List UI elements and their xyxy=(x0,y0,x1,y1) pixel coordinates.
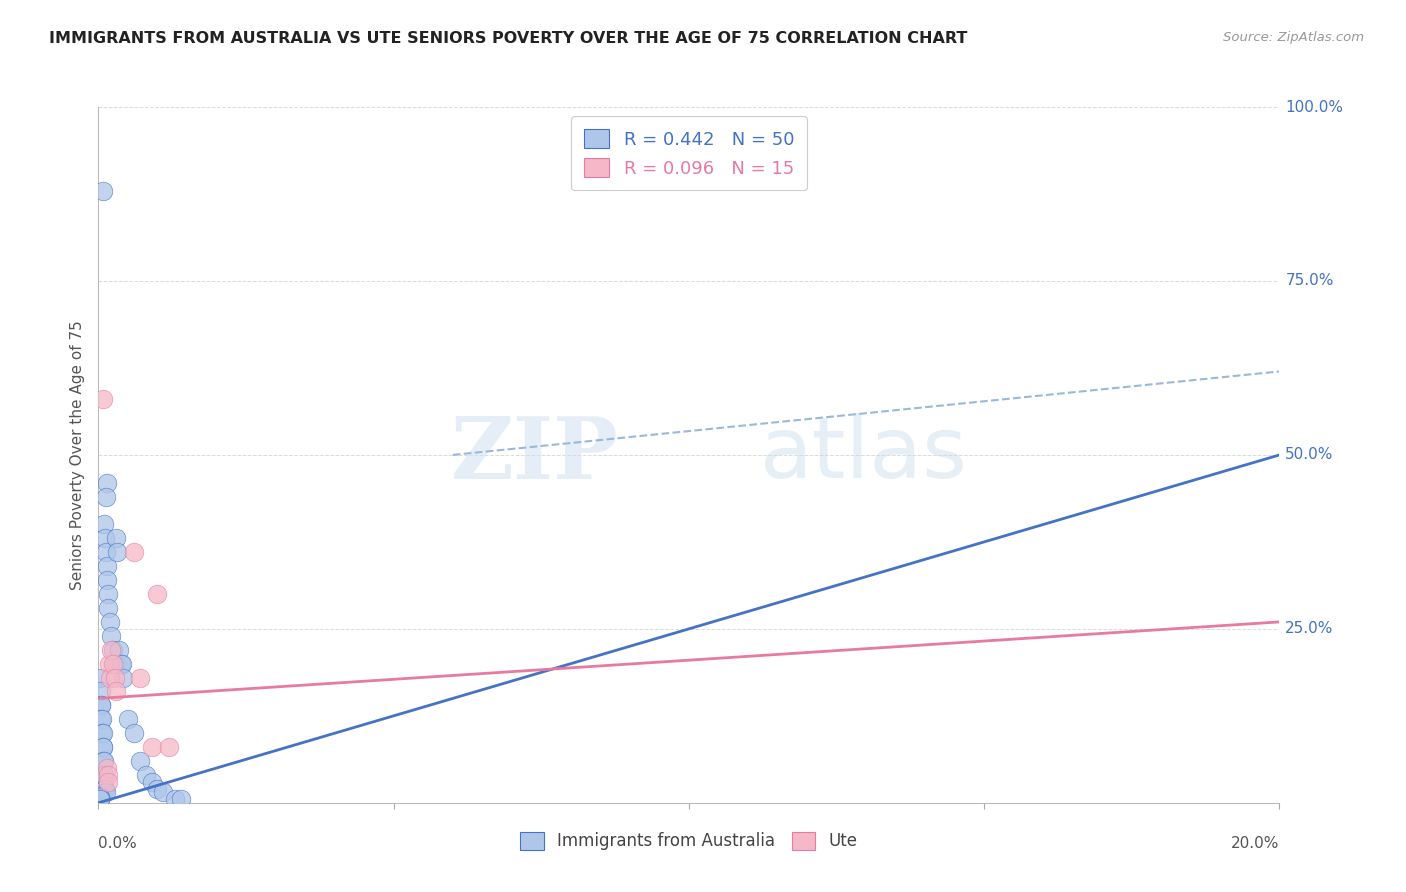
Point xyxy=(112,671,135,685)
Point xyxy=(96,761,118,775)
Text: 75.0%: 75.0% xyxy=(1285,274,1334,288)
Point xyxy=(146,587,169,601)
Point xyxy=(89,671,111,685)
Point xyxy=(90,712,112,726)
Point xyxy=(91,184,114,198)
Text: Source: ZipAtlas.com: Source: ZipAtlas.com xyxy=(1223,31,1364,45)
Point xyxy=(128,754,150,768)
Point xyxy=(117,712,139,726)
Point xyxy=(100,629,122,643)
Point xyxy=(135,768,157,782)
Point xyxy=(104,671,127,685)
Point xyxy=(98,671,121,685)
Point xyxy=(105,545,128,559)
Point xyxy=(165,792,187,806)
Point xyxy=(91,754,114,768)
Point xyxy=(90,698,112,713)
Point xyxy=(94,490,117,504)
Point xyxy=(91,712,114,726)
Point xyxy=(94,785,117,799)
Text: 100.0%: 100.0% xyxy=(1285,100,1343,114)
Point xyxy=(141,740,163,755)
Point xyxy=(89,792,111,806)
Point xyxy=(122,545,145,559)
Point xyxy=(97,601,120,615)
Point xyxy=(96,573,118,587)
Point xyxy=(93,768,115,782)
Point xyxy=(94,532,117,546)
Point xyxy=(93,754,115,768)
Point xyxy=(110,657,132,671)
Point xyxy=(91,740,114,755)
Point xyxy=(170,792,193,806)
Point xyxy=(97,775,120,789)
Point xyxy=(94,545,117,559)
Point xyxy=(108,642,131,657)
Point xyxy=(96,475,118,490)
Point xyxy=(97,768,120,782)
Point xyxy=(100,642,122,657)
Text: 0.0%: 0.0% xyxy=(98,836,138,851)
Point xyxy=(91,726,114,740)
Point xyxy=(91,392,114,407)
Point xyxy=(93,781,115,796)
Point xyxy=(93,768,115,782)
Point xyxy=(91,740,114,755)
Text: ZIP: ZIP xyxy=(450,413,619,497)
Point xyxy=(98,657,121,671)
Point xyxy=(105,532,128,546)
Text: 20.0%: 20.0% xyxy=(1232,836,1279,851)
Point xyxy=(87,789,110,803)
Text: atlas: atlas xyxy=(759,413,967,497)
Point xyxy=(128,671,150,685)
Point xyxy=(105,684,128,698)
Point xyxy=(89,791,111,805)
Point xyxy=(98,615,121,629)
Point xyxy=(90,684,112,698)
Point xyxy=(89,790,111,805)
Point xyxy=(152,785,174,799)
Point xyxy=(146,781,169,796)
Point xyxy=(104,657,127,671)
Text: 25.0%: 25.0% xyxy=(1285,622,1334,636)
Text: 50.0%: 50.0% xyxy=(1285,448,1334,462)
Point xyxy=(103,657,125,671)
Point xyxy=(103,642,125,657)
Point xyxy=(141,775,163,789)
Point xyxy=(157,740,180,755)
Point xyxy=(122,726,145,740)
Point xyxy=(94,781,117,796)
Point xyxy=(91,726,114,740)
Point xyxy=(97,587,120,601)
Y-axis label: Seniors Poverty Over the Age of 75: Seniors Poverty Over the Age of 75 xyxy=(70,320,86,590)
Point xyxy=(93,517,115,532)
Point xyxy=(90,698,112,713)
Legend: Immigrants from Australia, Ute: Immigrants from Australia, Ute xyxy=(513,825,865,857)
Point xyxy=(111,657,134,671)
Point xyxy=(96,559,118,574)
Text: IMMIGRANTS FROM AUSTRALIA VS UTE SENIORS POVERTY OVER THE AGE OF 75 CORRELATION : IMMIGRANTS FROM AUSTRALIA VS UTE SENIORS… xyxy=(49,31,967,46)
